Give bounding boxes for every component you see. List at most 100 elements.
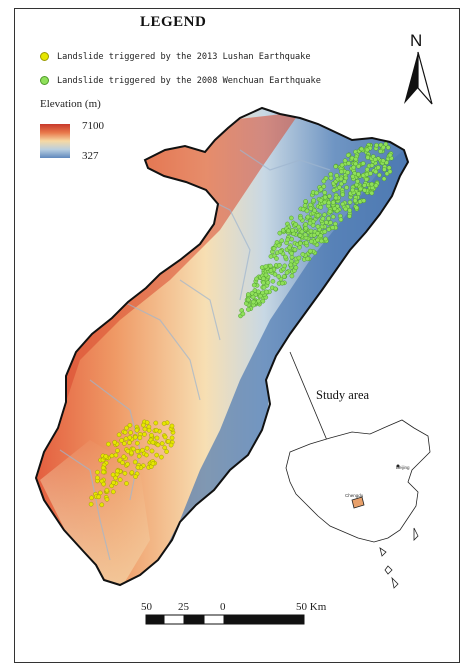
- landslide-point: [345, 152, 351, 158]
- landslide-point: [256, 289, 261, 295]
- landslide-point: [168, 442, 174, 448]
- landslide-point: [323, 236, 328, 242]
- landslide-point: [246, 307, 251, 312]
- landslide-point: [303, 222, 308, 227]
- landslide-point: [307, 220, 313, 226]
- landslide-point: [98, 490, 103, 496]
- landslide-point: [290, 227, 295, 233]
- landslide-point: [378, 148, 383, 154]
- landslide-point: [298, 241, 303, 246]
- landslide-point: [347, 199, 353, 205]
- landslide-point: [278, 249, 283, 254]
- landslide-point: [271, 246, 277, 251]
- landslide-point: [254, 276, 259, 282]
- landslide-point: [342, 158, 348, 163]
- landslide-point: [250, 299, 256, 305]
- landslide-point: [134, 427, 140, 433]
- landslide-point: [88, 501, 94, 507]
- landslide-point: [318, 198, 324, 203]
- landslide-point: [128, 430, 133, 435]
- landslide-point: [356, 191, 361, 196]
- landslide-point: [328, 171, 334, 177]
- legend-item-label: Landslide triggered by the 2008 Wenchuan…: [57, 76, 321, 86]
- landslide-point: [374, 142, 379, 148]
- landslide-point: [245, 297, 251, 303]
- landslide-point: [101, 469, 106, 475]
- china-inset-map: [285, 419, 431, 589]
- landslide-point: [279, 280, 285, 286]
- landslide-point: [359, 146, 364, 152]
- landslide-point: [154, 452, 159, 458]
- landslide-point: [355, 178, 360, 184]
- landslide-point: [332, 206, 338, 211]
- landslide-point: [113, 452, 119, 458]
- landslide-point: [315, 224, 321, 229]
- landslide-point: [322, 199, 328, 205]
- landslide-point: [134, 440, 140, 446]
- landslide-point: [96, 494, 101, 500]
- landslide-point: [305, 214, 311, 220]
- landslide-point: [308, 206, 314, 211]
- landslide-point: [99, 502, 105, 508]
- landslide-point: [276, 274, 282, 279]
- landslide-point: [308, 228, 314, 234]
- landslide-point: [165, 438, 171, 444]
- landslide-point: [347, 213, 352, 219]
- landslide-point: [338, 181, 344, 187]
- landslide-point: [149, 432, 154, 438]
- landslide-point: [319, 238, 324, 244]
- landslide-point: [258, 293, 263, 299]
- landslide-point: [113, 475, 118, 481]
- landslide-point: [120, 460, 125, 466]
- landslide-point: [122, 470, 128, 476]
- landslide-point: [321, 178, 327, 184]
- landslide-point: [381, 176, 387, 182]
- landslide-point: [129, 470, 135, 475]
- beijing-marker: [396, 464, 400, 468]
- wenchuan-landslide-points: [238, 141, 394, 319]
- landslide-point: [284, 270, 290, 276]
- landslide-point: [303, 240, 309, 246]
- landslide-point: [135, 465, 141, 470]
- landslide-point: [256, 298, 262, 304]
- landslide-point: [353, 161, 359, 167]
- landslide-point: [330, 214, 336, 220]
- yellow-dot-icon: [40, 52, 49, 61]
- landslide-point: [117, 477, 123, 483]
- landslide-point: [361, 198, 367, 203]
- landslide-point: [387, 169, 393, 174]
- landslide-point: [303, 199, 308, 204]
- landslide-point: [277, 262, 282, 268]
- green-dot-icon: [40, 76, 49, 85]
- landslide-point: [245, 292, 251, 297]
- landslide-point: [268, 268, 274, 273]
- legend-item-label: Landslide triggered by the 2013 Lushan E…: [57, 52, 311, 62]
- landslide-point: [332, 221, 338, 227]
- scale-bar: [145, 614, 305, 625]
- landslide-point: [100, 465, 106, 471]
- landslide-point: [339, 162, 345, 168]
- scale-label-50-km: 50 Km: [296, 601, 327, 613]
- landslide-point: [150, 461, 156, 466]
- landslide-point: [328, 175, 334, 181]
- landslide-point: [331, 187, 337, 193]
- landslide-point: [355, 172, 361, 177]
- landslide-point: [302, 203, 308, 208]
- landslide-point: [140, 422, 146, 428]
- landslide-point: [304, 208, 310, 214]
- landslide-point: [273, 286, 278, 292]
- inset-study-area-marker: [351, 496, 365, 509]
- landslide-point: [104, 496, 110, 502]
- landslide-point: [346, 160, 351, 166]
- landslide-point: [289, 273, 295, 279]
- landslide-point: [328, 220, 333, 225]
- landslide-point: [115, 448, 120, 453]
- landslide-point: [122, 441, 127, 446]
- landslide-point: [111, 489, 116, 495]
- landslide-point: [109, 453, 115, 459]
- landslide-point: [310, 222, 316, 228]
- landslide-point: [318, 233, 324, 238]
- map-frame: [14, 8, 460, 663]
- landslide-point: [297, 233, 303, 238]
- landslide-point: [350, 174, 356, 179]
